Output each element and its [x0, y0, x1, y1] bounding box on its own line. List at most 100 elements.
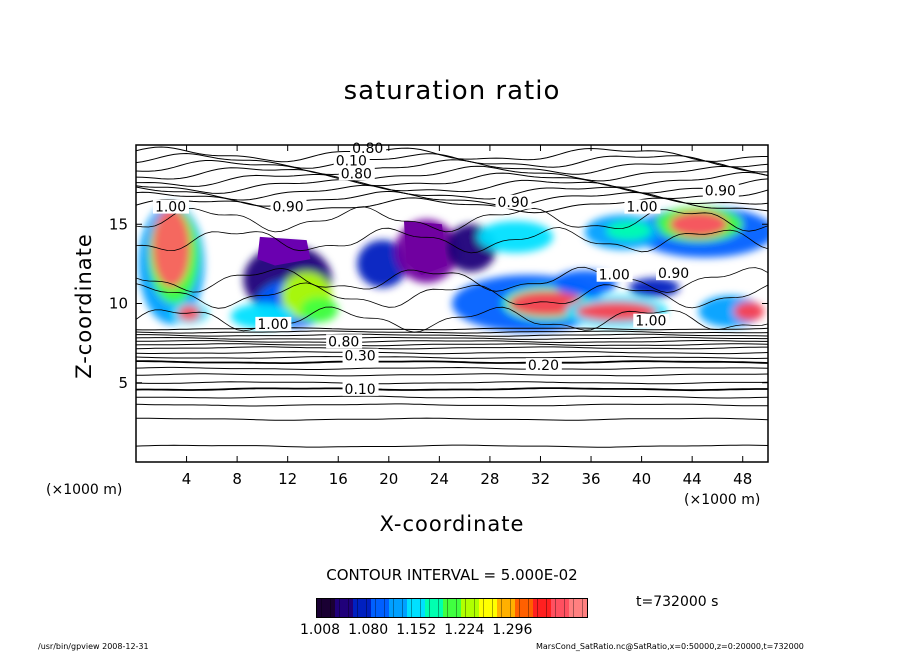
contour-line: [136, 360, 768, 364]
colorbar-segment: [461, 599, 466, 617]
contour-line: [136, 146, 768, 163]
colorbar-tick-label: 1.152: [396, 622, 437, 638]
colorbar-segment: [412, 599, 416, 617]
contour-label-bg: [596, 267, 633, 282]
colorbar-segment: [389, 599, 394, 617]
contour-line: [136, 351, 768, 355]
colorbar-segment: [515, 599, 520, 617]
x-tick-label: 32: [531, 470, 550, 488]
x-tick-label: 8: [232, 470, 242, 488]
contour-line: [136, 366, 768, 370]
y-tick-label: 5: [118, 374, 128, 392]
contour-line: [136, 327, 768, 331]
contour-label-bg: [342, 348, 379, 363]
time-label: t=732000 s: [636, 594, 719, 610]
colorbar-segment: [511, 599, 515, 617]
x-tick-label: 4: [182, 470, 192, 488]
colorbar-segment: [479, 599, 484, 617]
contour-label-bg: [255, 316, 292, 331]
x-tick-label: 36: [581, 470, 600, 488]
contour-label: 0.80: [341, 166, 372, 182]
colorbar-segment: [349, 599, 353, 617]
colorbar-segment: [502, 599, 506, 617]
colorbar-segment: [488, 599, 493, 617]
colorbar-segment: [353, 599, 358, 617]
colorbar-segment: [583, 599, 587, 617]
heat-core: [257, 236, 311, 266]
contour-label-bg: [342, 381, 379, 396]
heat-blob: [508, 290, 585, 317]
colorbar-segment: [421, 599, 425, 617]
colorbar-segment: [542, 599, 547, 617]
colorbar-segment: [457, 599, 461, 617]
x-unit-label-right: (×1000 m): [684, 492, 761, 508]
x-tick-label: 12: [278, 470, 297, 488]
colorbar-segment: [578, 599, 583, 617]
contour-interval-text: CONTOUR INTERVAL = 5.000E-02: [326, 566, 578, 584]
contour-label-bg: [326, 334, 363, 349]
y-tick-label: 15: [109, 215, 128, 233]
contour-line: [136, 282, 768, 309]
contour-line: [136, 152, 768, 169]
colorbar-segment: [317, 599, 322, 617]
x-tick-label: 20: [379, 470, 398, 488]
contour-label: 0.90: [273, 200, 304, 216]
colorbar-tick-label: 1.080: [348, 622, 389, 638]
contour-label: 0.90: [705, 184, 736, 200]
heat-blob: [477, 221, 554, 253]
x-axis: 4 8 12 16 20 24 28 32 36 40 44 48: [182, 145, 752, 488]
contour-label: 0.20: [528, 358, 559, 374]
colorbar-segment: [439, 599, 443, 617]
footer-right: MarsCond_SatRatio.nc@SatRatio,x=0:50000,…: [536, 642, 804, 651]
x-tick-label: 16: [329, 470, 348, 488]
colorbar-tick-labels: 1.008 1.080 1.152 1.224 1.296: [300, 622, 540, 638]
heat-blob: [152, 208, 191, 288]
contour-label-bg: [270, 199, 307, 214]
contour-line: [136, 373, 768, 377]
x-axis-label: X-coordinate: [379, 512, 525, 536]
colorbar-segment: [475, 599, 479, 617]
colorbar-segment: [425, 599, 430, 617]
x-tick-label: 24: [430, 470, 449, 488]
contour-line: [136, 306, 768, 333]
contour-label-bg: [633, 313, 670, 328]
contour-line: [136, 184, 768, 201]
contour-label-bg: [656, 266, 693, 281]
colorbar-segment: [524, 599, 529, 617]
contour-label-bg: [525, 358, 562, 373]
colorbar-segment: [520, 599, 524, 617]
colorbar-segment: [398, 599, 403, 617]
contour-line: [136, 165, 768, 182]
colorbar-segment: [340, 599, 344, 617]
contour-line: [136, 340, 768, 344]
contour-label: 1.00: [635, 314, 666, 330]
contour-line: [136, 444, 768, 448]
y-axis: 5 10 15: [109, 215, 768, 392]
x-tick-label: 40: [632, 470, 651, 488]
colorbar: [316, 598, 588, 618]
contour-line: [136, 417, 768, 421]
contour-lines: [136, 146, 768, 448]
x-unit-label-left: (×1000 m): [46, 482, 123, 498]
contour-line: [136, 336, 768, 340]
contour-line: [136, 346, 768, 350]
colorbar-segment: [403, 599, 407, 617]
contour-line: [136, 343, 768, 347]
colorbar-segment: [484, 599, 488, 617]
contour-line: [136, 206, 768, 233]
heat-core: [403, 221, 447, 275]
heat-blob: [606, 221, 652, 241]
colorbar-segment: [497, 599, 502, 617]
y-tick-label: 10: [109, 295, 128, 313]
y-axis-label: Z-coordinate: [72, 233, 96, 379]
contour-label: 1.00: [626, 200, 657, 216]
x-tick-label: 28: [480, 470, 499, 488]
contour-label: 0.10: [345, 382, 376, 398]
colorbar-segment: [407, 599, 412, 617]
colorbar-segment: [556, 599, 560, 617]
colorbar-segment: [376, 599, 380, 617]
contour-label: 0.30: [345, 349, 376, 365]
contour-line: [136, 403, 768, 407]
colorbar-segment: [448, 599, 452, 617]
x-tick-label: 48: [733, 470, 752, 488]
